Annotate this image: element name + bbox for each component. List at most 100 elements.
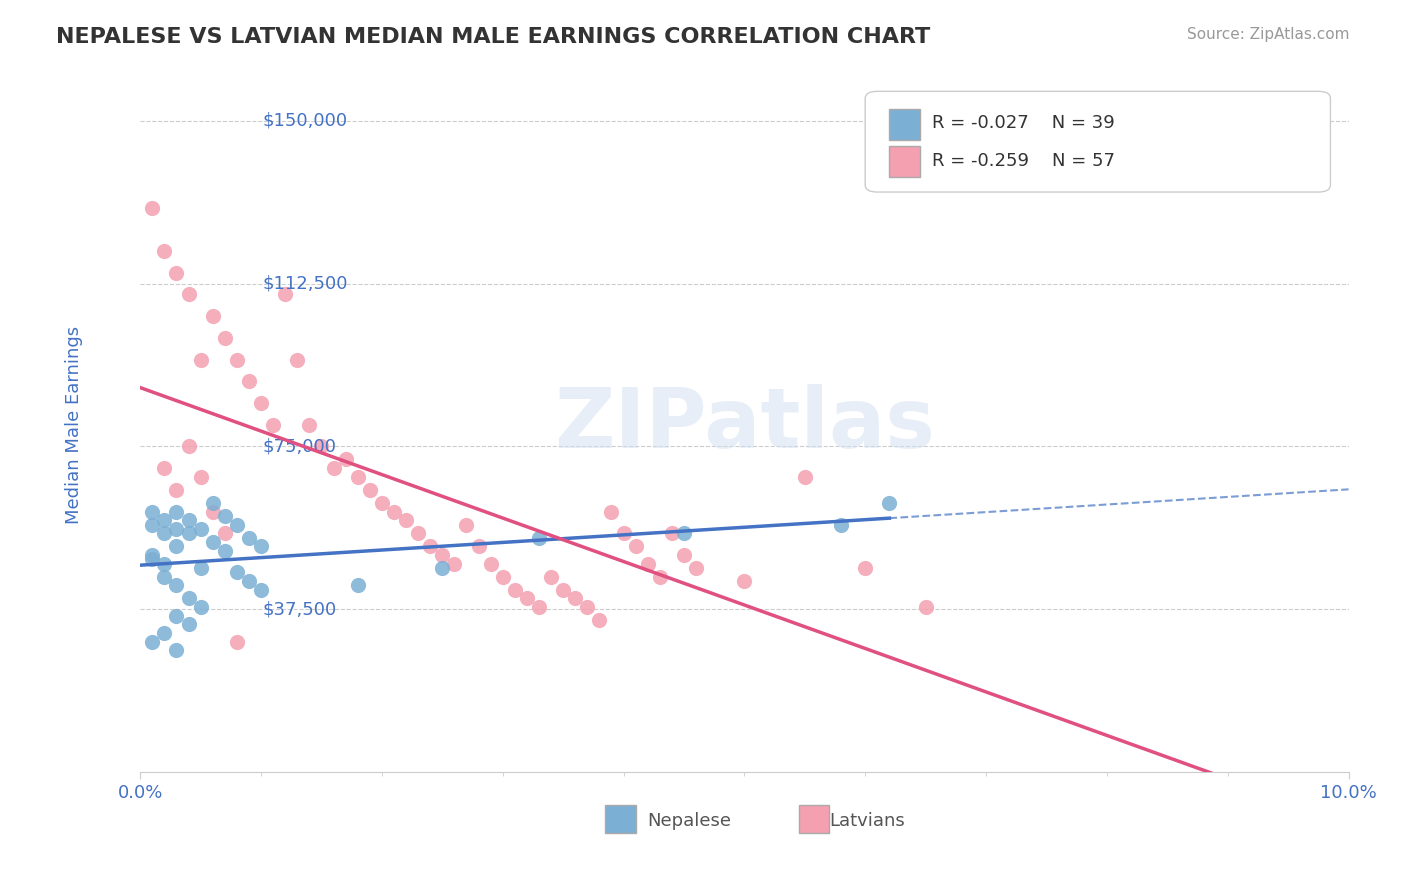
Point xyxy=(419,539,441,553)
Point xyxy=(225,517,247,532)
Point xyxy=(853,561,876,575)
Point xyxy=(600,504,623,518)
Point xyxy=(371,496,394,510)
Point xyxy=(298,417,321,432)
Text: ZIPatlas: ZIPatlas xyxy=(554,384,935,466)
Point xyxy=(914,600,936,615)
Point xyxy=(165,578,187,592)
Point xyxy=(588,613,610,627)
Point xyxy=(285,352,308,367)
Point xyxy=(177,287,200,301)
Point xyxy=(648,569,671,583)
Point xyxy=(672,548,695,562)
Point xyxy=(153,526,176,541)
Point xyxy=(456,517,478,532)
Point xyxy=(190,600,212,615)
Point xyxy=(141,504,163,518)
Point xyxy=(214,508,236,523)
Point xyxy=(165,539,187,553)
Point xyxy=(250,396,273,410)
Point xyxy=(153,461,176,475)
Text: $150,000: $150,000 xyxy=(262,112,347,130)
Point xyxy=(432,561,454,575)
Point xyxy=(225,352,247,367)
Point xyxy=(214,543,236,558)
Point xyxy=(492,569,515,583)
Point xyxy=(685,561,707,575)
Point xyxy=(661,526,683,541)
Text: Nepalese: Nepalese xyxy=(648,812,731,830)
Point xyxy=(733,574,755,588)
Point xyxy=(346,578,368,592)
Point xyxy=(250,539,273,553)
Point xyxy=(503,582,526,597)
Point xyxy=(262,417,284,432)
Point xyxy=(238,531,260,545)
Point xyxy=(165,522,187,536)
Point xyxy=(165,643,187,657)
Point xyxy=(177,439,200,453)
Point xyxy=(564,591,586,606)
Point xyxy=(432,548,454,562)
FancyBboxPatch shape xyxy=(865,91,1330,192)
Point xyxy=(540,569,562,583)
Point xyxy=(359,483,381,497)
Point xyxy=(274,287,297,301)
Text: $112,500: $112,500 xyxy=(262,275,347,293)
Point xyxy=(153,569,176,583)
Point xyxy=(201,496,224,510)
Point xyxy=(879,496,901,510)
Point xyxy=(346,470,368,484)
Point xyxy=(214,331,236,345)
Point xyxy=(190,561,212,575)
Point xyxy=(153,557,176,571)
Point xyxy=(322,461,344,475)
Point xyxy=(516,591,538,606)
Point xyxy=(141,517,163,532)
Point xyxy=(165,266,187,280)
Point xyxy=(141,201,163,215)
Point xyxy=(177,617,200,632)
Point xyxy=(238,574,260,588)
Point xyxy=(177,526,200,541)
Point xyxy=(153,244,176,258)
Point xyxy=(576,600,599,615)
Point xyxy=(250,582,273,597)
Point xyxy=(406,526,429,541)
Point xyxy=(177,591,200,606)
Point xyxy=(527,600,550,615)
Text: Median Male Earnings: Median Male Earnings xyxy=(65,326,83,524)
Point xyxy=(553,582,575,597)
Point xyxy=(165,483,187,497)
Text: R = -0.259    N = 57: R = -0.259 N = 57 xyxy=(932,152,1115,169)
Point xyxy=(238,374,260,388)
Point xyxy=(637,557,659,571)
Text: Source: ZipAtlas.com: Source: ZipAtlas.com xyxy=(1187,27,1350,42)
Point xyxy=(467,539,489,553)
Bar xyxy=(890,109,920,140)
Point xyxy=(479,557,502,571)
Point xyxy=(793,470,815,484)
Bar xyxy=(799,805,830,833)
Point xyxy=(190,470,212,484)
Point xyxy=(612,526,634,541)
Point xyxy=(141,634,163,648)
Point xyxy=(177,513,200,527)
Point xyxy=(443,557,465,571)
Text: $37,500: $37,500 xyxy=(262,600,336,618)
Point xyxy=(165,504,187,518)
Bar xyxy=(606,805,636,833)
Point xyxy=(153,626,176,640)
Point xyxy=(672,526,695,541)
Point xyxy=(201,535,224,549)
Point xyxy=(201,504,224,518)
Point xyxy=(201,309,224,323)
Point xyxy=(830,517,852,532)
Text: NEPALESE VS LATVIAN MEDIAN MALE EARNINGS CORRELATION CHART: NEPALESE VS LATVIAN MEDIAN MALE EARNINGS… xyxy=(56,27,931,46)
Point xyxy=(311,439,333,453)
Point xyxy=(335,452,357,467)
Text: $75,000: $75,000 xyxy=(262,437,336,456)
Point xyxy=(527,531,550,545)
Point xyxy=(141,548,163,562)
Bar xyxy=(890,145,920,177)
